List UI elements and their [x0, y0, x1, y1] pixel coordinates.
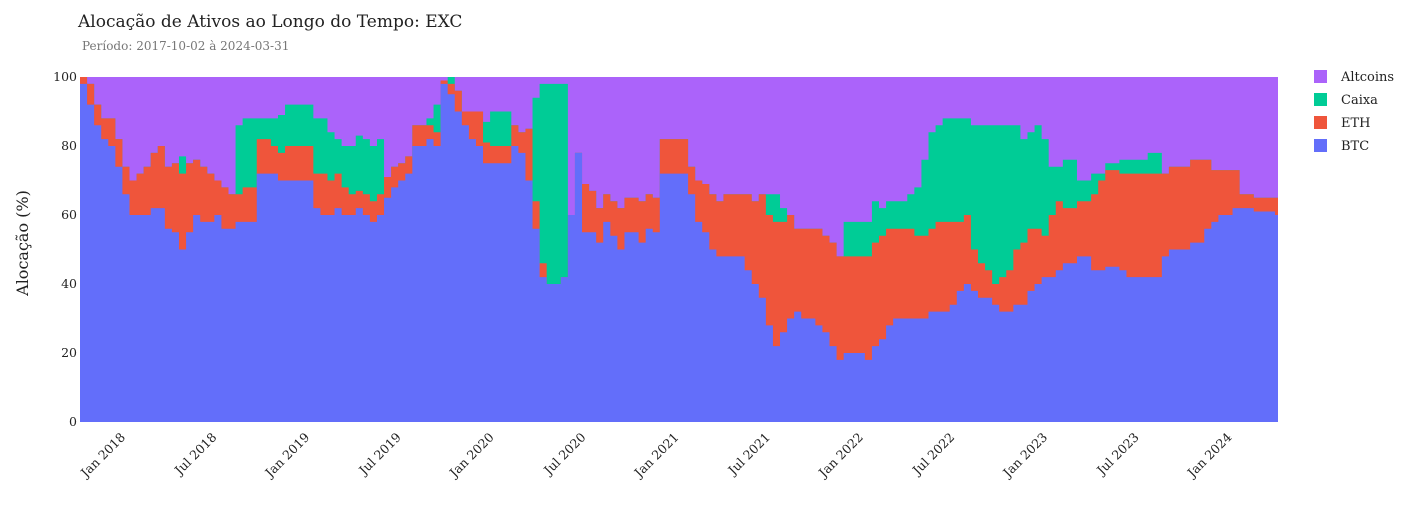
y-axis-title: Alocação (%)	[13, 190, 32, 297]
legend-label: ETH	[1341, 116, 1371, 131]
x-tick-label: Jan 2019	[261, 429, 313, 481]
x-tick-label: Jan 2022	[814, 430, 866, 482]
y-axis: 0 20 40 60 80 100	[53, 69, 77, 429]
x-tick-label: Jul 2021	[724, 430, 773, 479]
legend-item-eth[interactable]: ETH	[1314, 116, 1371, 131]
legend-swatch	[1314, 70, 1327, 83]
legend-label: Altcoins	[1340, 70, 1394, 85]
legend-item-btc[interactable]: BTC	[1314, 139, 1369, 154]
legend-item-caixa[interactable]: Caixa	[1314, 93, 1378, 108]
y-tick-label: 40	[61, 276, 77, 291]
x-tick-label: Jul 2018	[170, 429, 219, 478]
chart-title: Alocação de Ativos ao Longo do Tempo: EX…	[77, 12, 462, 32]
x-tick-label: Jul 2022	[908, 430, 957, 479]
y-tick-label: 80	[61, 138, 77, 153]
legend-swatch	[1314, 93, 1327, 106]
x-tick-label: Jan 2021	[630, 430, 682, 482]
x-axis: Jan 2018 Jul 2018 Jan 2019 Jul 2019 Jan 2020…	[76, 429, 1234, 481]
x-tick-label: Jan 2020	[445, 429, 497, 481]
legend: Altcoins Caixa ETH BTC	[1314, 70, 1394, 154]
x-tick-label: Jul 2023	[1092, 429, 1141, 478]
legend-label: BTC	[1341, 139, 1369, 154]
chart-subtitle: Período: 2017-10-02 à 2024-03-31	[82, 39, 289, 53]
y-tick-label: 20	[61, 345, 77, 360]
legend-item-altcoins[interactable]: Altcoins	[1314, 70, 1394, 85]
x-tick-label: Jul 2020	[539, 429, 588, 478]
y-tick-label: 100	[53, 69, 77, 84]
legend-swatch	[1314, 116, 1327, 129]
x-tick-label: Jan 2024	[1183, 429, 1235, 481]
legend-swatch	[1314, 139, 1327, 152]
y-tick-label: 0	[69, 414, 77, 429]
plot-area	[80, 77, 1278, 423]
x-tick-label: Jul 2019	[354, 429, 403, 478]
x-tick-label: Jan 2018	[76, 429, 128, 481]
x-tick-label: Jan 2023	[998, 429, 1050, 481]
legend-label: Caixa	[1341, 93, 1378, 108]
y-tick-label: 60	[61, 207, 77, 222]
area-btc	[80, 83, 1278, 423]
